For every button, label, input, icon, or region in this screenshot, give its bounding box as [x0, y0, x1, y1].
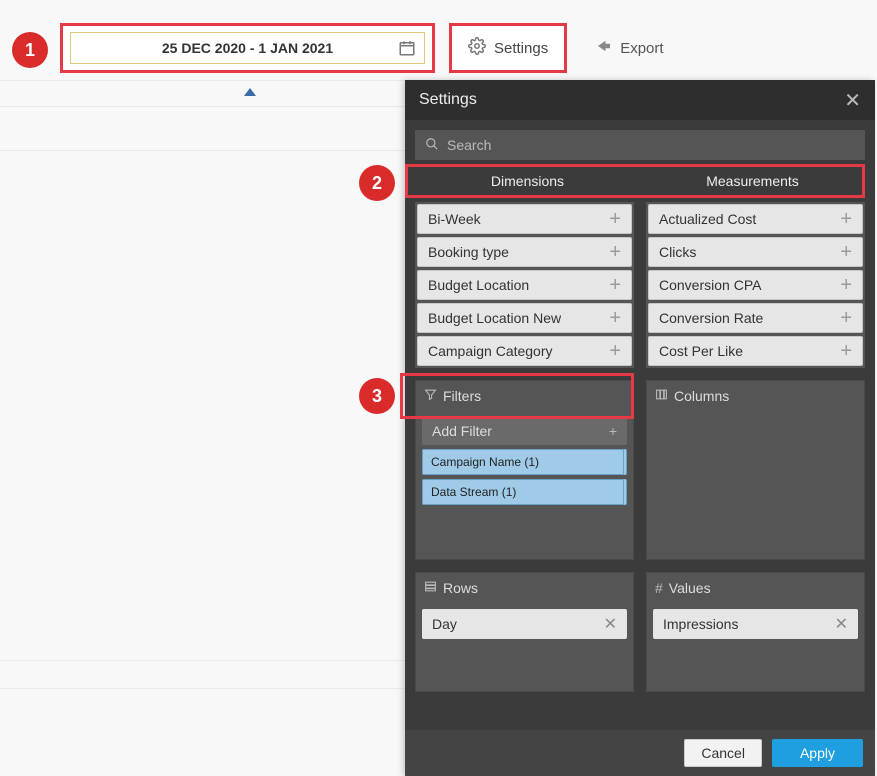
rows-title: Rows	[443, 580, 478, 596]
dimension-label: Campaign Category	[428, 343, 553, 359]
plus-icon[interactable]: +	[840, 307, 852, 330]
dimension-label: Budget Location New	[428, 310, 561, 326]
measurement-item[interactable]: Conversion CPA +	[648, 270, 863, 300]
dimension-item[interactable]: Campaign Category +	[417, 336, 632, 366]
measurement-item[interactable]: Cost Per Like +	[648, 336, 863, 366]
settings-label: Settings	[494, 40, 548, 57]
settings-button[interactable]: Settings	[449, 23, 567, 73]
measurement-label: Cost Per Like	[659, 343, 743, 359]
value-field-label: Impressions	[663, 616, 738, 632]
filter-chip-label: Data Stream (1)	[431, 485, 516, 499]
columns-icon	[655, 388, 668, 404]
sort-caret-icon	[244, 88, 256, 96]
value-field[interactable]: Impressions ✕	[653, 609, 858, 639]
panel-title: Settings	[419, 91, 477, 109]
add-filter-label: Add Filter	[432, 423, 492, 439]
columns-title: Columns	[674, 388, 729, 404]
values-icon: #	[655, 580, 663, 596]
panel-footer: Cancel Apply	[405, 730, 875, 776]
callout-badge-1: 1	[12, 32, 48, 68]
close-icon[interactable]: ✕	[844, 88, 861, 113]
cancel-button[interactable]: Cancel	[684, 739, 762, 767]
tabs-row: Dimensions Measurements	[415, 166, 865, 196]
measurement-label: Conversion CPA	[659, 277, 761, 293]
values-title: Values	[669, 580, 711, 596]
filter-chip-label: Campaign Name (1)	[431, 455, 539, 469]
date-range-text: 25 DEC 2020 - 1 JAN 2021	[162, 40, 333, 56]
tab-measurements[interactable]: Measurements	[640, 166, 865, 195]
dimension-item[interactable]: Booking type +	[417, 237, 632, 267]
remove-icon[interactable]: ✕	[835, 614, 848, 634]
plus-icon[interactable]: +	[840, 241, 852, 264]
dimension-item[interactable]: Budget Location New +	[417, 303, 632, 333]
panel-title-bar: Settings ✕	[405, 80, 875, 120]
row-field-label: Day	[432, 616, 457, 632]
search-placeholder: Search	[447, 137, 491, 153]
dimension-label: Budget Location	[428, 277, 529, 293]
measurement-label: Conversion Rate	[659, 310, 763, 326]
values-section: # Values Impressions ✕	[646, 572, 865, 692]
filter-icon	[424, 388, 437, 404]
plus-icon[interactable]: +	[609, 208, 621, 231]
plus-icon[interactable]: +	[840, 274, 852, 297]
export-icon	[595, 37, 613, 59]
tab-dimensions[interactable]: Dimensions	[415, 166, 640, 195]
plus-icon[interactable]: +	[609, 340, 621, 363]
measurement-item[interactable]: Clicks +	[648, 237, 863, 267]
settings-panel: Settings ✕ Search Dimensions Measurement…	[405, 80, 875, 776]
remove-icon[interactable]: ✕	[604, 614, 617, 634]
search-icon	[425, 137, 439, 154]
measurement-label: Actualized Cost	[659, 211, 756, 227]
dimension-label: Bi-Week	[428, 211, 481, 227]
measurement-label: Clicks	[659, 244, 696, 260]
plus-icon[interactable]: +	[840, 340, 852, 363]
export-button[interactable]: Export	[581, 28, 677, 68]
export-label: Export	[620, 40, 663, 57]
filter-chip[interactable]: Campaign Name (1)	[422, 449, 627, 475]
plus-icon: +	[609, 423, 617, 439]
plus-icon[interactable]: +	[840, 208, 852, 231]
tab-measurements-label: Measurements	[706, 173, 799, 189]
plus-icon[interactable]: +	[609, 241, 621, 264]
rows-section: Rows Day ✕	[415, 572, 634, 692]
measurement-item[interactable]: Actualized Cost +	[648, 204, 863, 234]
filters-title: Filters	[443, 388, 481, 404]
dimensions-list: Bi-Week+ Booking type+ Budget Location+ …	[415, 202, 634, 368]
add-filter-button[interactable]: Add Filter +	[422, 417, 627, 445]
filter-chip[interactable]: Data Stream (1)	[422, 479, 627, 505]
search-input[interactable]: Search	[415, 130, 865, 160]
filters-section: Filters Add Filter + Campaign Name (1) D…	[415, 380, 634, 560]
date-range-picker[interactable]: 25 DEC 2020 - 1 JAN 2021	[60, 23, 435, 73]
dimension-item[interactable]: Budget Location +	[417, 270, 632, 300]
dimension-item[interactable]: Bi-Week +	[417, 204, 632, 234]
columns-section: Columns	[646, 380, 865, 560]
measurements-list: Actualized Cost + Clicks + Conversion CPA +…	[646, 202, 865, 368]
plus-icon[interactable]: +	[609, 307, 621, 330]
gear-icon	[468, 37, 486, 59]
measurement-item[interactable]: Conversion Rate +	[648, 303, 863, 333]
callout-badge-2: 2	[359, 165, 395, 201]
calendar-icon	[398, 39, 416, 60]
plus-icon[interactable]: +	[609, 274, 621, 297]
callout-badge-3: 3	[359, 378, 395, 414]
row-field[interactable]: Day ✕	[422, 609, 627, 639]
toolbar: 25 DEC 2020 - 1 JAN 2021 Settings Export	[0, 20, 877, 76]
dimension-label: Booking type	[428, 244, 509, 260]
tab-dimensions-label: Dimensions	[491, 173, 564, 189]
rows-icon	[424, 580, 437, 596]
field-lists: Bi-Week+ Booking type+ Budget Location+ …	[415, 202, 865, 368]
apply-button[interactable]: Apply	[772, 739, 863, 767]
